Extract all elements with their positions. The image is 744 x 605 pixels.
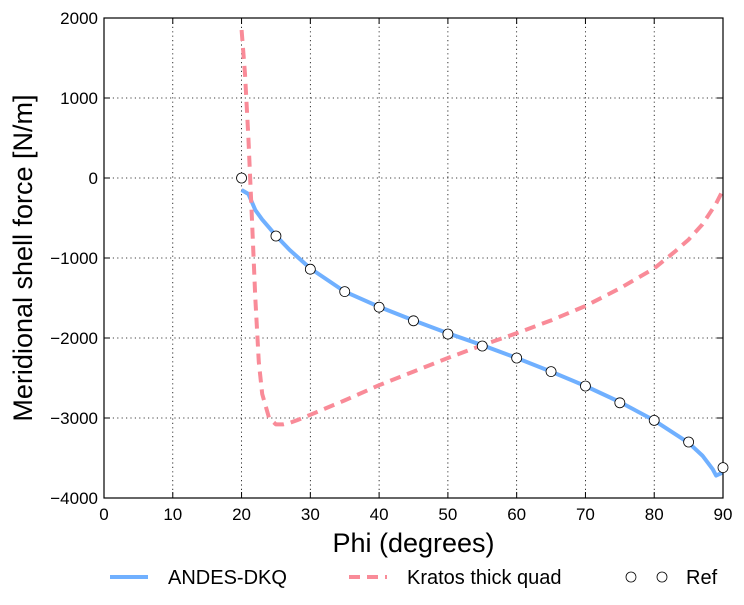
legend-label: ANDES-DKQ xyxy=(168,567,287,589)
ref-marker xyxy=(236,172,247,184)
x-tick-label: 50 xyxy=(438,505,457,524)
legend-marker-ref xyxy=(656,571,668,583)
ref-marker xyxy=(408,315,419,327)
ref-marker xyxy=(717,462,729,474)
legend-label: Ref xyxy=(686,567,718,589)
ref-marker xyxy=(304,263,316,275)
legend-label: Kratos thick quad xyxy=(407,567,562,589)
x-tick-label: 80 xyxy=(645,505,664,524)
ref-marker xyxy=(442,328,454,340)
x-tick-label: 30 xyxy=(301,505,320,524)
y-tick-label: −1000 xyxy=(50,249,98,268)
x-axis-label: Phi (degrees) xyxy=(332,528,494,558)
y-tick-label: −2000 xyxy=(50,329,98,348)
ref-marker xyxy=(476,340,488,352)
ref-marker xyxy=(511,352,523,364)
x-tick-label: 40 xyxy=(370,505,389,524)
x-tick-label: 20 xyxy=(232,505,251,524)
ref-marker xyxy=(270,230,282,242)
x-tick-label: 0 xyxy=(99,505,108,524)
ref-marker xyxy=(683,436,695,448)
plot-series xyxy=(239,29,723,478)
ref-marker xyxy=(580,380,591,392)
grid xyxy=(104,18,723,498)
y-tick-label: 1000 xyxy=(60,89,98,108)
y-tick-label: 2000 xyxy=(60,9,98,28)
y-tick-label: −4000 xyxy=(50,489,98,508)
series-line-andes-dkq xyxy=(240,188,723,478)
ref-marker xyxy=(545,366,557,378)
series-line-kratos-thick-quad xyxy=(239,29,723,427)
x-tick-label: 90 xyxy=(714,505,733,524)
y-tick-label: 0 xyxy=(89,169,98,188)
ref-marker xyxy=(648,414,660,426)
y-tick-label: −3000 xyxy=(50,409,98,428)
x-tick-label: 10 xyxy=(163,505,182,524)
x-tick-label: 60 xyxy=(507,505,526,524)
x-tick-label: 70 xyxy=(576,505,595,524)
ref-marker xyxy=(373,301,385,313)
y-axis-label: Meridional shell force [N/m] xyxy=(8,94,38,421)
legend-marker-ref xyxy=(625,571,637,583)
ref-markers xyxy=(236,172,729,474)
ref-marker xyxy=(614,397,626,409)
legend: ANDES-DKQ Kratos thick quad Ref xyxy=(110,567,718,589)
axis-ticks: 0 10 20 30 40 50 60 70 80 90 −4000 −3000 −2000 −1000 0… xyxy=(50,9,732,524)
ref-marker xyxy=(339,286,351,298)
